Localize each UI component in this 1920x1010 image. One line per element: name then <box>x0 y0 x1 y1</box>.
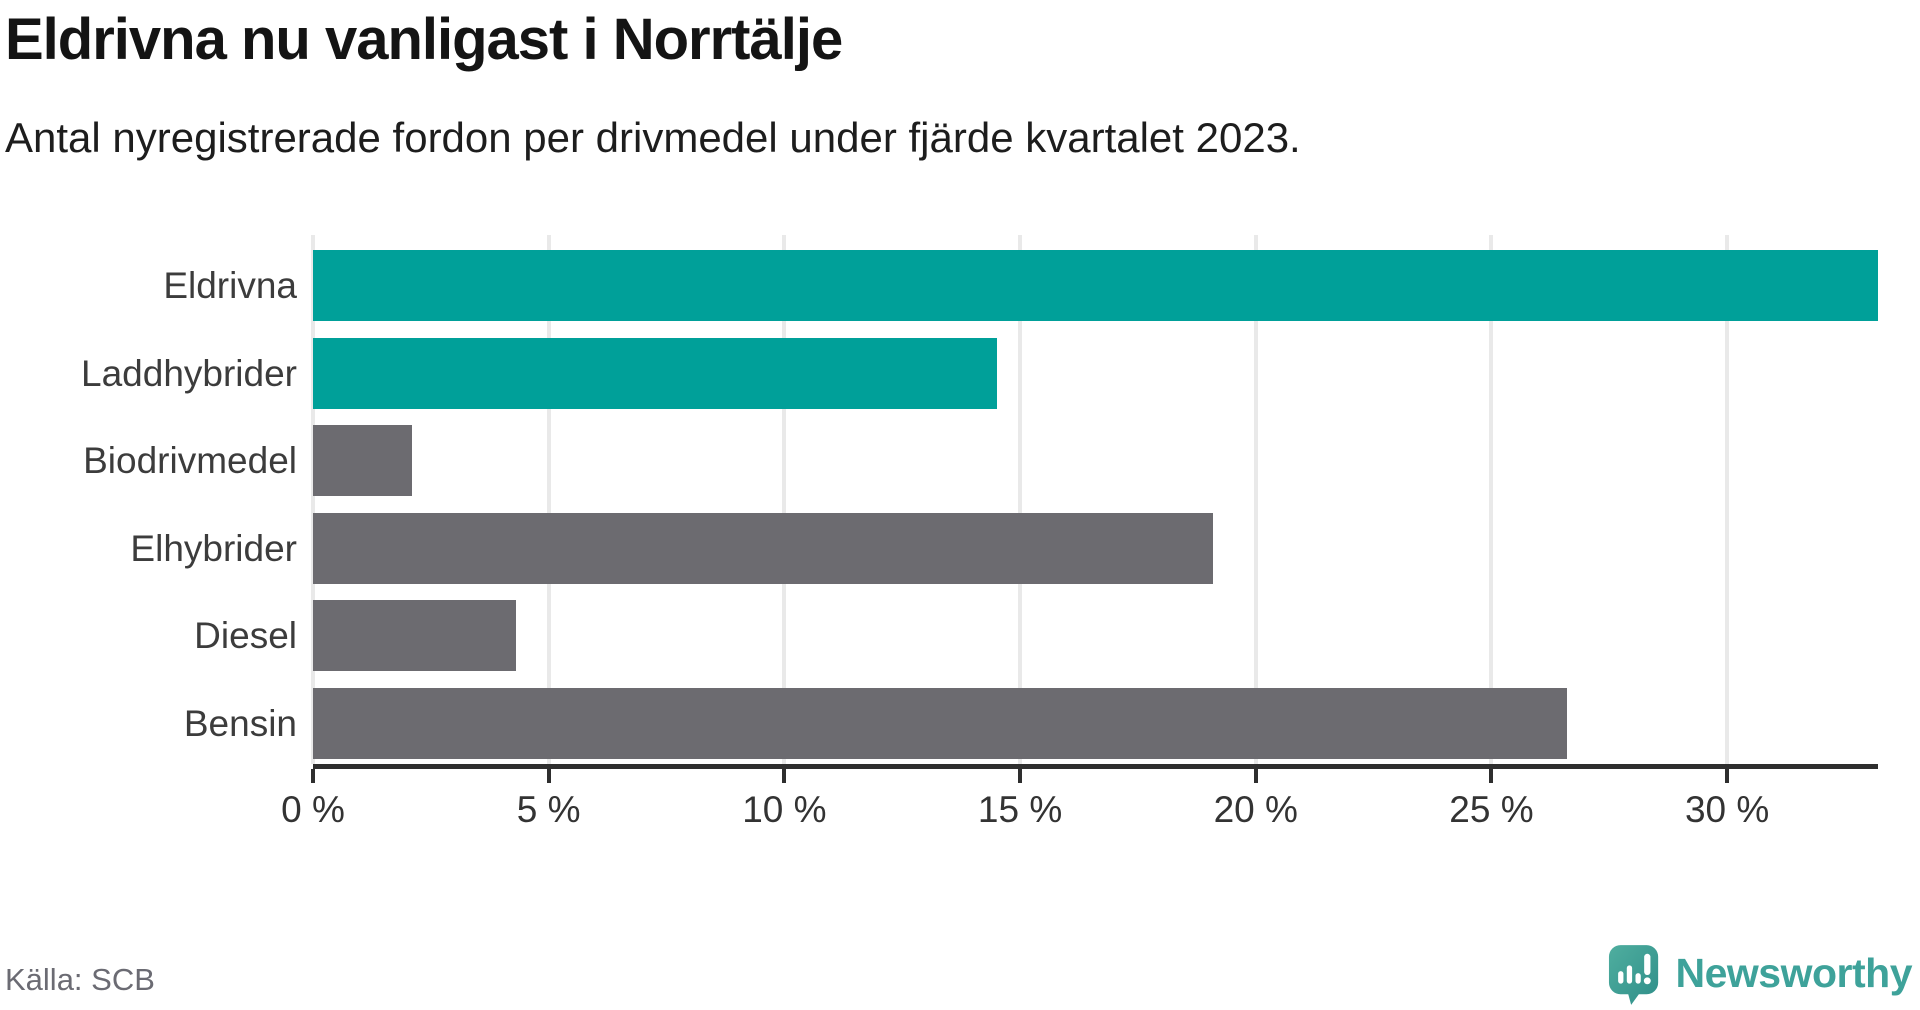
gridline <box>1725 235 1730 764</box>
newsworthy-logo-text: Newsworthy <box>1675 949 1913 996</box>
gridline <box>1253 235 1258 764</box>
x-axis-tick <box>1725 769 1730 783</box>
chart-title: Eldrivna nu vanligast i Norrtälje <box>5 7 843 72</box>
gridline <box>546 235 551 764</box>
bar-chart: Eldrivna Laddhybrider Biodrivmedel Elhybrid… <box>81 235 1878 830</box>
x-axis-tick-label: 25 % <box>1449 789 1534 830</box>
x-axis-tick <box>782 769 787 783</box>
category-label-biodrivmedel: Biodrivmedel <box>83 440 297 481</box>
bar-bensin <box>313 687 1567 759</box>
category-label-eldrivna: Eldrivna <box>163 265 297 306</box>
x-axis-tick-label: 15 % <box>977 789 1063 830</box>
gridline <box>1018 235 1023 764</box>
x-axis-tick <box>311 769 315 783</box>
bar-laddhybrider <box>313 337 997 409</box>
bar-diesel <box>313 600 516 671</box>
x-axis-tick-label: 5 % <box>516 789 581 830</box>
bar-eldrivna <box>313 250 1878 321</box>
x-axis-tick-label: 10 % <box>742 789 827 830</box>
x-axis-tick <box>546 769 551 783</box>
category-label-bensin: Bensin <box>183 702 297 744</box>
category-label-elhybrider: Elhybrider <box>130 527 297 569</box>
x-axis-tick <box>1489 769 1494 783</box>
x-axis-tick-label: 20 % <box>1213 789 1298 830</box>
x-axis-tick-label: 0 % <box>281 789 345 830</box>
x-axis-tick <box>1253 769 1258 783</box>
gridline <box>311 235 315 764</box>
category-label-diesel: Diesel <box>194 615 297 656</box>
gridline <box>782 235 787 764</box>
x-axis-line <box>313 764 1878 769</box>
gridline <box>1489 235 1494 764</box>
source-label: Källa: SCB <box>5 962 155 997</box>
chart-subtitle: Antal nyregistrerade fordon per drivmede… <box>5 114 1301 161</box>
newsworthy-logo-icon <box>1608 945 1658 1005</box>
x-axis-tick-label: 30 % <box>1684 789 1770 830</box>
category-label-laddhybrider: Laddhybrider <box>81 352 297 394</box>
x-axis-tick <box>1018 769 1023 783</box>
bar-biodrivmedel <box>313 425 412 496</box>
newsworthy-logo: Newsworthy <box>1608 944 1913 1006</box>
bar-elhybrider <box>313 512 1214 584</box>
